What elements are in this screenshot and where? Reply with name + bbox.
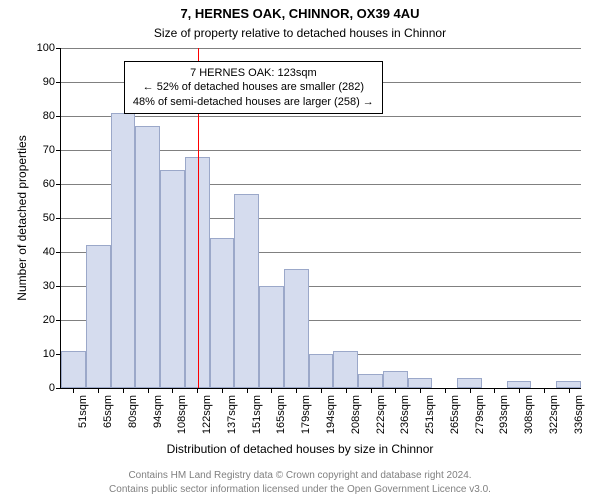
annotation-box: 7 HERNES OAK: 123sqm← 52% of detached ho… [124, 61, 383, 114]
ytick-mark [56, 116, 61, 117]
ytick-mark [56, 150, 61, 151]
xtick-label: 137sqm [226, 395, 238, 434]
xtick-mark [395, 388, 396, 393]
ytick-mark [56, 218, 61, 219]
xtick-label: 165sqm [275, 395, 287, 434]
ytick-label: 0 [49, 382, 55, 394]
annotation-line: 48% of semi-detached houses are larger (… [133, 95, 374, 109]
xtick-label: 179sqm [300, 395, 312, 434]
xtick-mark [346, 388, 347, 393]
ytick-label: 40 [43, 246, 55, 258]
xtick-mark [445, 388, 446, 393]
bar [457, 378, 482, 388]
bar [358, 374, 383, 388]
xtick-mark [123, 388, 124, 393]
xtick-label: 293sqm [498, 395, 510, 434]
bar [333, 351, 358, 388]
xtick-label: 51sqm [77, 395, 89, 428]
xtick-label: 236sqm [399, 395, 411, 434]
bar [408, 378, 433, 388]
annotation-line: 7 HERNES OAK: 123sqm [133, 66, 374, 80]
chart-plot-area: 7 HERNES OAK: 123sqm← 52% of detached ho… [60, 48, 581, 389]
xtick-mark [222, 388, 223, 393]
xtick-label: 208sqm [350, 395, 362, 434]
xtick-label: 108sqm [176, 395, 188, 434]
page-title: 7, HERNES OAK, CHINNOR, OX39 4AU [0, 6, 600, 21]
bar [135, 126, 160, 388]
footer-copyright-1: Contains HM Land Registry data © Crown c… [0, 470, 600, 481]
y-axis-label: Number of detached properties [15, 135, 29, 300]
bar [185, 157, 210, 388]
bar [234, 194, 259, 388]
ytick-label: 70 [43, 144, 55, 156]
xtick-label: 336sqm [573, 395, 585, 434]
gridline [61, 116, 581, 117]
ytick-mark [56, 48, 61, 49]
bar [507, 381, 532, 388]
ytick-label: 30 [43, 280, 55, 292]
gridline [61, 48, 581, 49]
footer-copyright-2: Contains public sector information licen… [0, 484, 600, 495]
xtick-label: 322sqm [548, 395, 560, 434]
bar [383, 371, 408, 388]
ytick-mark [56, 354, 61, 355]
bar [284, 269, 309, 388]
bar [86, 245, 111, 388]
xtick-mark [470, 388, 471, 393]
xtick-mark [296, 388, 297, 393]
xtick-label: 151sqm [251, 395, 263, 434]
xtick-mark [321, 388, 322, 393]
x-axis-label: Distribution of detached houses by size … [0, 442, 600, 456]
ytick-label: 20 [43, 314, 55, 326]
xtick-mark [519, 388, 520, 393]
ytick-mark [56, 388, 61, 389]
bar [259, 286, 284, 388]
xtick-mark [371, 388, 372, 393]
ytick-label: 10 [43, 348, 55, 360]
xtick-mark [247, 388, 248, 393]
xtick-mark [172, 388, 173, 393]
ytick-mark [56, 184, 61, 185]
ytick-mark [56, 82, 61, 83]
page-subtitle: Size of property relative to detached ho… [0, 26, 600, 40]
xtick-mark [271, 388, 272, 393]
annotation-line: ← 52% of detached houses are smaller (28… [133, 80, 374, 94]
ytick-label: 100 [37, 42, 55, 54]
ytick-mark [56, 320, 61, 321]
xtick-label: 122sqm [201, 395, 213, 434]
xtick-label: 65sqm [102, 395, 114, 428]
xtick-mark [420, 388, 421, 393]
xtick-mark [197, 388, 198, 393]
bar [160, 170, 185, 388]
ytick-label: 90 [43, 76, 55, 88]
bar [210, 238, 235, 388]
xtick-mark [73, 388, 74, 393]
xtick-label: 80sqm [127, 395, 139, 428]
bar [111, 113, 136, 388]
xtick-label: 308sqm [523, 395, 535, 434]
bar [309, 354, 334, 388]
xtick-label: 279sqm [474, 395, 486, 434]
xtick-label: 194sqm [325, 395, 337, 434]
xtick-mark [148, 388, 149, 393]
xtick-mark [569, 388, 570, 393]
xtick-label: 265sqm [449, 395, 461, 434]
bar [556, 381, 581, 388]
xtick-label: 251sqm [424, 395, 436, 434]
xtick-mark [494, 388, 495, 393]
bar [61, 351, 86, 388]
ytick-label: 80 [43, 110, 55, 122]
xtick-label: 94sqm [152, 395, 164, 428]
ytick-label: 60 [43, 178, 55, 190]
ytick-mark [56, 286, 61, 287]
xtick-label: 222sqm [375, 395, 387, 434]
xtick-mark [98, 388, 99, 393]
ytick-mark [56, 252, 61, 253]
ytick-label: 50 [43, 212, 55, 224]
xtick-mark [544, 388, 545, 393]
